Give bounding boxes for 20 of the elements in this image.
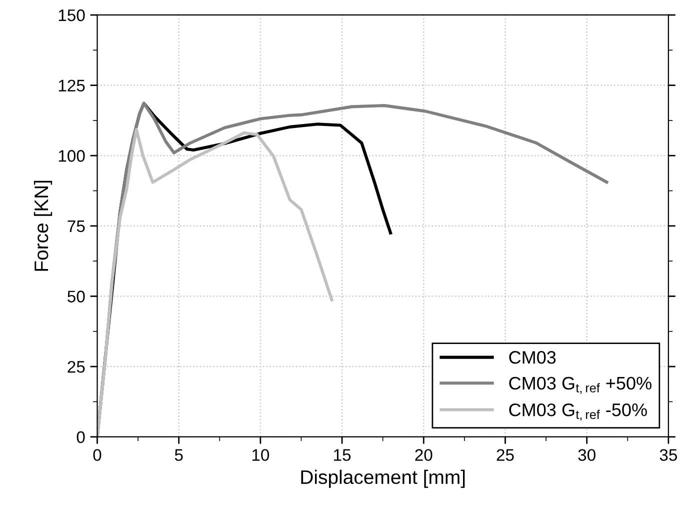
y-tick-label: 50 bbox=[68, 290, 85, 302]
x-tick-label: 35 bbox=[660, 449, 678, 461]
x-tick-label: 10 bbox=[252, 449, 270, 461]
y-axis-title: Force [KN] bbox=[34, 180, 52, 271]
y-tick-label: 75 bbox=[68, 220, 85, 232]
y-tick-label: 125 bbox=[58, 80, 85, 92]
x-tick-label: 20 bbox=[415, 449, 432, 461]
x-tick-label: 15 bbox=[334, 449, 351, 461]
x-axis-title: Displacement [mm] bbox=[301, 470, 465, 488]
legend-label: CM03 G$_{t,ref}$ -50% bbox=[509, 403, 647, 421]
legend-label: CM03 G$_{t,ref}$ +50% bbox=[509, 376, 652, 394]
x-tick-label: 5 bbox=[174, 449, 183, 461]
y-tick-label: 25 bbox=[68, 360, 85, 373]
y-tick-label: 100 bbox=[58, 150, 85, 162]
x-tick-label: 25 bbox=[496, 449, 514, 461]
x-tick-label: 30 bbox=[578, 449, 596, 461]
y-tick-label: 0 bbox=[76, 431, 85, 444]
y-tick-label: 150 bbox=[58, 9, 85, 22]
legend-label: CM03 bbox=[509, 351, 556, 364]
x-tick-label: 0 bbox=[93, 449, 102, 461]
